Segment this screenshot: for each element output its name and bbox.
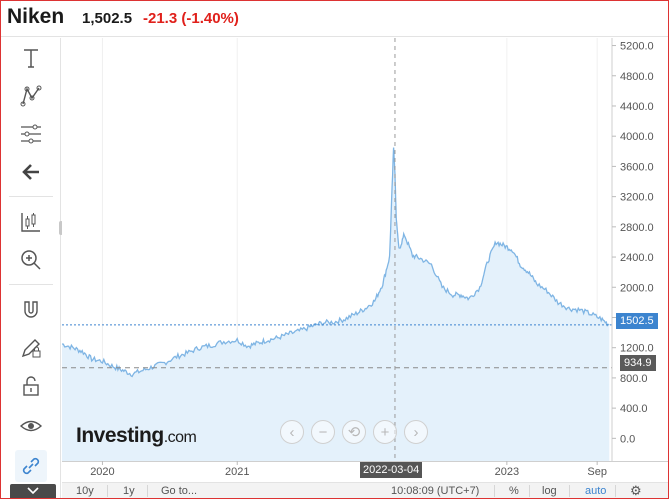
last-price-tag: 1502.5 [616,313,658,329]
eye-icon[interactable] [15,410,47,442]
price-change: -21.3 (-1.40%) [143,10,239,27]
y-tick-label: 4000.0 [620,131,654,143]
zoom-out-button[interactable]: − [311,420,335,444]
price-chart[interactable]: 5200.0 4800.0 4400.0 4000.0 3600.0 3200.0 2800… [62,38,668,461]
indicators-icon[interactable] [15,206,47,238]
chart-canvas[interactable]: 5200.0 4800.0 4400.0 4000.0 3600.0 3200.0 2800… [62,38,668,461]
range-1y-button[interactable]: 1y [123,485,135,497]
price-area [62,147,610,461]
magnet-icon[interactable] [15,294,47,326]
link-icon[interactable] [15,450,47,482]
investing-logo: Investing.com [76,424,197,448]
y-tick-label: 3600.0 [620,161,654,173]
chart-navigation: ‹ − ⟲ + › [280,420,428,444]
crosshair-date-tag: 2022-03-04 [360,462,423,478]
reset-chart-button[interactable]: ⟲ [342,420,366,444]
price-line [62,147,610,378]
log-toggle[interactable]: log [542,485,557,497]
horizontal-line-tag: 934.9 [620,355,656,371]
drawing-toolbar [1,38,63,498]
go-to-date-button[interactable]: Go to... [161,485,198,497]
y-tick-label: 3200.0 [620,192,654,204]
scroll-right-button[interactable]: › [404,420,428,444]
y-tick-label: 1200.0 [620,343,654,355]
logo-main: Investing [76,424,164,447]
x-tick-label: 2021 [225,466,249,478]
pattern-tool-icon[interactable] [15,80,47,112]
clock: 10:08:09 (UTC+7) [391,485,480,497]
back-arrow-icon[interactable] [15,156,47,188]
toolbar-collapse-handle[interactable] [59,221,63,235]
y-tick-label: 2400.0 [620,252,654,264]
y-tick-label: 2800.0 [620,222,654,234]
bottom-bar: 10y 1y Go to... 10:08:09 (UTC+7) % log a… [62,482,668,498]
zoom-in-button[interactable]: + [373,420,397,444]
last-price: 1,502.5 [82,10,133,27]
y-axis-panel [612,38,668,461]
lock-drawing-icon[interactable] [15,332,47,364]
auto-scale-toggle[interactable]: auto [585,485,607,497]
x-tick-label: 2020 [90,466,114,478]
y-tick-label: 4800.0 [620,71,654,83]
scroll-left-button[interactable]: ‹ [280,420,304,444]
y-tick-label: 400.0 [620,403,648,415]
y-tick-label: 800.0 [620,373,648,385]
fibonacci-tool-icon[interactable] [15,118,47,150]
unlock-icon[interactable] [15,370,47,402]
x-tick-label: 2023 [495,466,519,478]
text-tool-icon[interactable] [15,42,47,74]
logo-suffix: .com [163,429,197,446]
y-tick-label: 0.0 [620,433,635,445]
zoom-in-icon[interactable] [15,244,47,276]
instrument-title: Niken [7,5,65,28]
y-tick-label: 2000.0 [620,282,654,294]
settings-gear-icon[interactable]: ⚙ [630,483,642,498]
x-tick-label: Sep [587,466,607,478]
more-tools-icon[interactable] [10,484,56,498]
y-tick-label: 4400.0 [620,101,654,113]
y-tick-label: 5200.0 [620,41,654,53]
percent-toggle[interactable]: % [509,485,519,497]
header: Niken 1,502.5 -21.3 (-1.40%) [1,1,668,37]
range-10y-button[interactable]: 10y [76,485,94,497]
